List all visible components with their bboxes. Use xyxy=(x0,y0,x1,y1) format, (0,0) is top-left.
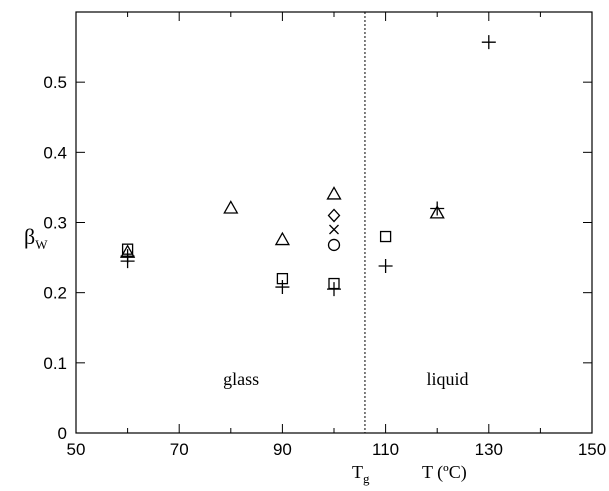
data-marks xyxy=(119,35,496,297)
square-point xyxy=(379,230,392,243)
x-tick-label: 150 xyxy=(578,440,606,459)
plus-point xyxy=(120,249,135,264)
y-tick-label: 0.5 xyxy=(43,73,67,92)
triangle-point xyxy=(119,244,136,258)
triangle-point xyxy=(429,205,445,219)
y-tick-label: 0.3 xyxy=(43,214,67,233)
x-tick-label: 70 xyxy=(170,440,189,459)
y-tick-label: 0.2 xyxy=(43,284,67,303)
plot-frame xyxy=(75,11,593,434)
plus-point xyxy=(430,201,445,216)
annotation-liquid: liquid xyxy=(427,369,469,389)
circle-point xyxy=(327,238,341,252)
tg-label: Tg xyxy=(352,462,370,486)
square-point xyxy=(276,272,289,285)
x-tick-label: 110 xyxy=(372,440,399,459)
triangle-point xyxy=(326,186,342,200)
y-axis-label-sub: W xyxy=(35,237,48,252)
tg-label-main: T xyxy=(352,462,363,482)
plus-point xyxy=(275,280,290,295)
x-tick-label: 90 xyxy=(273,440,292,459)
x-tick-label: 130 xyxy=(475,440,503,459)
y-axis-label-main: β xyxy=(24,224,35,249)
annotation-glass: glass xyxy=(223,369,259,389)
x-axis-label: T (ºC) xyxy=(422,462,467,483)
y-tick-label: 0.4 xyxy=(43,143,67,162)
plus-point xyxy=(481,35,496,50)
axis-ticks xyxy=(75,12,593,434)
tg-label-sub: g xyxy=(363,471,370,486)
diamond-point xyxy=(327,208,341,223)
y-axis-label: βW xyxy=(24,224,48,252)
triangle-point xyxy=(274,231,291,246)
y-tick-label: 0.1 xyxy=(43,354,67,373)
square-point xyxy=(121,243,134,255)
triangle-point xyxy=(223,200,239,214)
square-point xyxy=(328,277,340,290)
x-tick-label: 50 xyxy=(67,440,86,459)
plus-point xyxy=(378,259,393,274)
axis-tick-labels: 50 70 90 110 130 150 0 0.1 0.2 0.3 0.4 0.5 xyxy=(43,73,606,459)
y-tick-label: 0 xyxy=(58,424,67,443)
cross-point xyxy=(329,224,339,235)
